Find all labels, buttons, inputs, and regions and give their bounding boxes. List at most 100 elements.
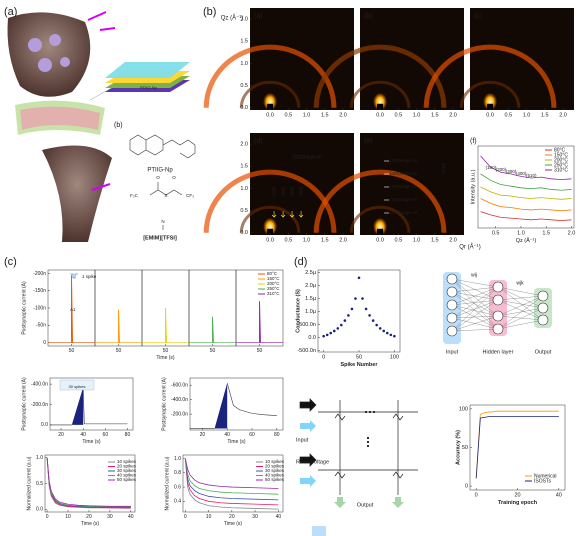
- network-node: [492, 323, 504, 335]
- x-tick-label: 1.0: [413, 112, 421, 118]
- spike-train: [72, 387, 84, 425]
- x-tick-label: 50: [356, 354, 362, 360]
- chem-label: F₃C: [130, 193, 139, 198]
- y-tick-label: -400.0n: [171, 397, 188, 403]
- data-point: [343, 319, 347, 322]
- network-edge: [497, 299, 544, 321]
- legend-label: ISOSTs: [534, 478, 551, 484]
- y-axis-label: Intensity (a.u.): [470, 169, 476, 204]
- legend-label: Numerical: [534, 473, 557, 479]
- x-tick-label: 1.5: [321, 237, 329, 243]
- image-label: (b): [364, 13, 373, 20]
- y-tick-label: 1.0µ: [305, 309, 317, 315]
- network-node: [446, 273, 458, 285]
- network-edge: [451, 291, 499, 317]
- polymer-name: PTIIG-Np: [147, 168, 173, 174]
- y-axis-label: Qz (Å⁻¹): [221, 15, 244, 22]
- data-point: [354, 297, 357, 300]
- series-line: [82, 387, 128, 425]
- data-point: [393, 334, 396, 338]
- x-tick-label: 1.0: [413, 237, 421, 243]
- peak-label: (400)edge-on: [390, 171, 418, 176]
- x-tick-label: 50: [210, 348, 216, 354]
- data-point: [378, 327, 382, 330]
- peak-arrow: [298, 211, 304, 218]
- y-axis-label: Normalized current (a.u): [164, 456, 170, 510]
- giwaxs-spot: [373, 217, 388, 236]
- legend-label: 250°C: [267, 286, 280, 291]
- x-tick-label: 1.0: [303, 237, 311, 243]
- peak-label: (300): [506, 169, 517, 174]
- x-axis-label: Spike Number: [341, 362, 379, 368]
- synapse-illustration: [7, 11, 116, 242]
- giwaxs-ring: [203, 169, 337, 233]
- network-node: [537, 314, 549, 326]
- plot-frame: [182, 454, 284, 513]
- x-tick-label: 10: [206, 514, 212, 520]
- peak-label: (400): [516, 171, 527, 176]
- y-tick-label: 2.5µ: [305, 270, 317, 276]
- x-tick-label: 60: [249, 432, 255, 438]
- network-node: [537, 290, 549, 302]
- network-edge: [497, 307, 544, 317]
- network-edge: [497, 286, 544, 321]
- annotation: 1 spike: [82, 274, 97, 279]
- legend-label: 150°C: [554, 152, 568, 158]
- x-tick-label: 0.5: [394, 112, 402, 118]
- panel-label: (b): [203, 6, 216, 18]
- x-tick-label: 20: [229, 514, 235, 520]
- peak-label: (300): [289, 186, 294, 197]
- network-label: Input: [446, 349, 459, 355]
- x-tick-label: 0.0: [266, 237, 274, 243]
- x-tick-label: 0.5: [492, 230, 500, 236]
- peak-arrow: [280, 211, 286, 218]
- giwaxs-image: [250, 8, 354, 110]
- y-tick-label: 0: [43, 340, 46, 346]
- series-line: [184, 458, 279, 489]
- network-edge: [451, 278, 499, 317]
- legend-label: 20 spikes: [117, 464, 137, 469]
- spike: [212, 316, 214, 343]
- network-node: [492, 294, 504, 306]
- network-node: [446, 299, 458, 311]
- y-tick-label: -150n: [33, 288, 46, 294]
- y-tick-label: 0.4: [174, 499, 181, 505]
- panel-label: (c): [4, 256, 17, 268]
- data-point: [382, 329, 386, 333]
- x-tick-label: 1.5: [541, 112, 549, 118]
- y-axis-label: Postsynaptic current (A): [21, 377, 27, 431]
- network-edge: [451, 315, 499, 332]
- legend-label: 10 spikes: [117, 459, 137, 464]
- x-tick-label: 0: [475, 492, 478, 498]
- y-tick-label: 1.0: [36, 455, 43, 461]
- giwaxs-image: [250, 133, 354, 235]
- legend-label: 200°C: [554, 157, 568, 163]
- y-tick-label: -400.0n: [31, 381, 48, 387]
- plot-frame: [189, 377, 284, 431]
- y-axis-label: Postsynaptic current (A): [161, 377, 167, 431]
- network-edge: [497, 295, 544, 330]
- y-tick-label: 0.8: [174, 470, 181, 476]
- x-tick-label: 2.0: [339, 112, 347, 118]
- annotation-box: [59, 379, 95, 391]
- data-point: [371, 319, 375, 322]
- y-axis-label: Conductance (S): [295, 289, 301, 333]
- legend-label: 80°C: [267, 271, 278, 276]
- x-tick-label: 1.0: [517, 230, 525, 236]
- data-point: [385, 331, 389, 335]
- x-tick-label: 1.5: [321, 112, 329, 118]
- network-edge: [497, 299, 544, 309]
- giwaxs-ring: [313, 169, 447, 233]
- series-line: [184, 458, 279, 495]
- plot-frame: [477, 145, 575, 229]
- y-tick-label: 1.5: [240, 39, 248, 45]
- image-label: (d): [254, 138, 263, 145]
- network-edge: [497, 319, 544, 330]
- x-tick-label: 30: [107, 514, 113, 520]
- image-label: (f): [470, 138, 477, 145]
- x-tick-label: 40: [80, 432, 86, 438]
- y-tick-label: 50: [462, 445, 468, 451]
- series-line: [475, 416, 559, 479]
- legend-label: 200°C: [267, 281, 280, 286]
